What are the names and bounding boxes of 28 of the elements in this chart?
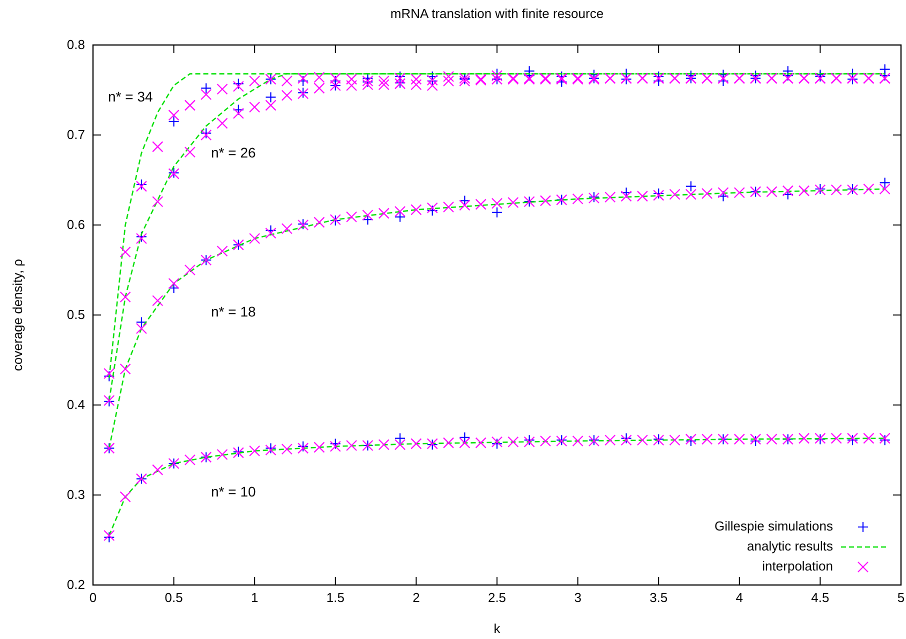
x-tick-label: 1 <box>250 590 258 606</box>
x-tick-label: 5 <box>897 590 905 606</box>
annotation: n* = 18 <box>211 304 256 320</box>
x-axis-title: k <box>494 621 501 636</box>
annotation: n* = 34 <box>108 88 153 105</box>
annotation: n* = 10 <box>211 484 256 500</box>
legend-label: Gillespie simulations <box>714 518 834 534</box>
legend-label: analytic results <box>747 538 834 554</box>
y-tick-label: 0.4 <box>66 397 85 412</box>
chart-title: mRNA translation with finite resource <box>390 6 604 21</box>
y-tick-label: 0.6 <box>66 217 85 232</box>
annotation: n* = 26 <box>211 144 256 161</box>
x-tick-label: 3.5 <box>650 590 668 606</box>
y-tick-label: 0.5 <box>66 307 85 322</box>
x-tick-label: 0 <box>89 590 97 606</box>
y-tick-label: 0.7 <box>66 127 85 142</box>
y-tick-label: 0.3 <box>66 487 85 502</box>
x-tick-label: 4.5 <box>811 590 830 606</box>
y-tick-label: 0.2 <box>66 577 85 592</box>
x-tick-label: 2 <box>412 590 420 606</box>
x-tick-label: 3 <box>574 590 582 606</box>
x-tick-label: 4 <box>736 590 744 606</box>
x-tick-label: 1.5 <box>326 590 344 606</box>
x-tick-label: 0.5 <box>164 590 183 606</box>
legend-label: interpolation <box>762 558 833 574</box>
y-axis-title: coverage density, ρ <box>10 259 25 371</box>
x-tick-label: 2.5 <box>488 590 506 606</box>
y-tick-label: 0.8 <box>66 37 85 52</box>
